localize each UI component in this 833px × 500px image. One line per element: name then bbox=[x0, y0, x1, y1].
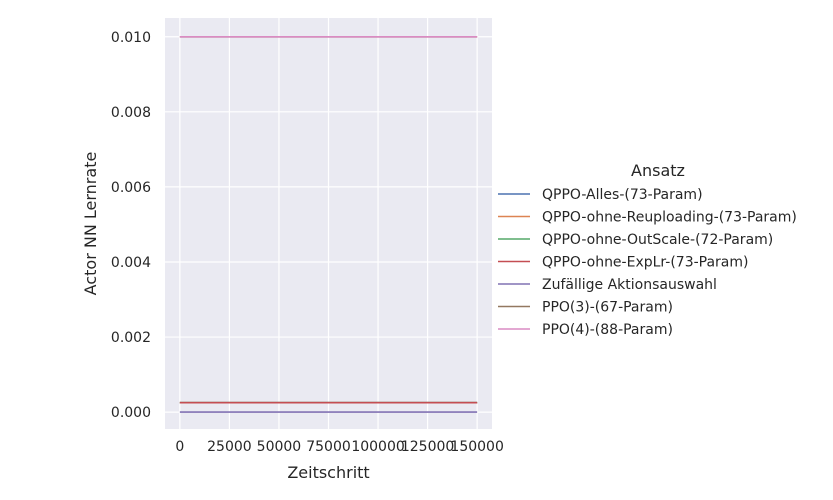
legend-label: PPO(3)-(67-Param) bbox=[542, 300, 673, 316]
series-lines bbox=[179, 35, 478, 413]
y-tick-label: 0.004 bbox=[111, 255, 151, 271]
y-tick-label: 0.008 bbox=[111, 105, 151, 121]
y-axis-label: Actor NN Lernrate bbox=[81, 152, 100, 296]
x-tick-label: 125000 bbox=[401, 439, 454, 455]
legend-label: QPPO-ohne-Reuploading-(73-Param) bbox=[542, 210, 797, 226]
x-tick-label: 50000 bbox=[257, 439, 302, 455]
x-tick-label: 75000 bbox=[306, 439, 351, 455]
legend-label: QPPO-ohne-ExpLr-(73-Param) bbox=[542, 255, 749, 271]
legend: Ansatz QPPO-Alles-(73-Param) QPPO-ohne-Re… bbox=[498, 161, 797, 338]
y-tick-label: 0.000 bbox=[111, 405, 151, 421]
legend-label: Zufällige Aktionsauswahl bbox=[542, 277, 717, 293]
y-axis-ticks: 0.000 0.002 0.004 0.006 0.008 0.010 bbox=[111, 30, 151, 421]
legend-label: QPPO-Alles-(73-Param) bbox=[542, 187, 703, 203]
x-tick-label: 150000 bbox=[450, 439, 503, 455]
x-tick-label: 0 bbox=[175, 439, 184, 455]
x-tick-label: 25000 bbox=[207, 439, 252, 455]
x-axis-label: Zeitschritt bbox=[287, 463, 369, 482]
y-tick-label: 0.006 bbox=[111, 180, 151, 196]
y-tick-label: 0.010 bbox=[111, 30, 151, 46]
legend-label: QPPO-ohne-OutScale-(72-Param) bbox=[542, 232, 773, 248]
legend-title: Ansatz bbox=[631, 161, 685, 180]
y-tick-label: 0.002 bbox=[111, 330, 151, 346]
x-tick-label: 100000 bbox=[351, 439, 404, 455]
legend-label: PPO(4)-(88-Param) bbox=[542, 322, 673, 338]
